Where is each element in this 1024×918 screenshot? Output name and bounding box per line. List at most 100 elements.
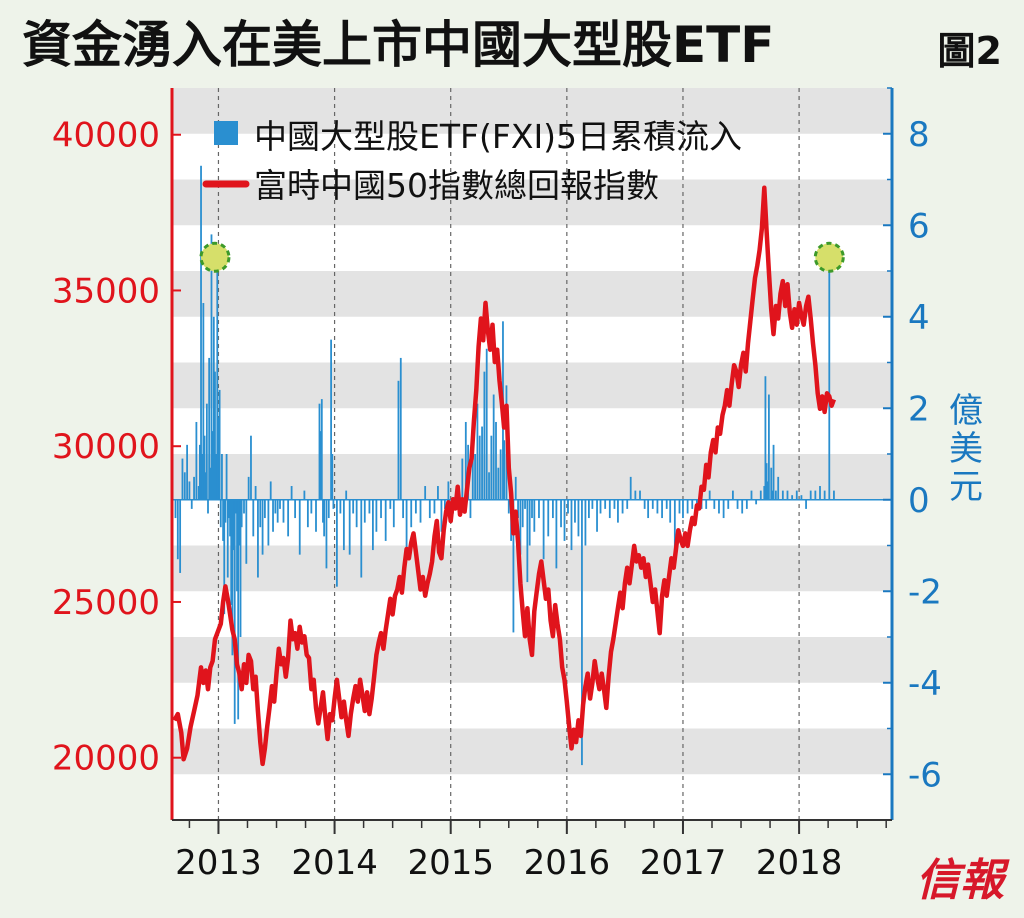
flow-bar [588,499,590,519]
stripe-band [172,454,892,500]
right-tick-label: 4 [908,298,930,338]
flow-bar [336,499,338,587]
flow-bar [507,499,510,514]
flow-bar [464,421,467,500]
stripe-band [172,362,892,409]
flow-bar [777,476,780,500]
flow-bar [497,467,500,500]
highlight-marker [199,241,231,273]
flow-bar [294,499,296,519]
flow-bar [574,499,576,523]
flow-bar [228,499,230,519]
flow-bar [718,499,720,514]
flow-bar [315,499,317,532]
flow-bar [437,486,439,500]
flow-bar [492,394,495,500]
flow-bar [254,486,257,500]
flow-bar [791,495,794,500]
flow-bar [223,499,226,615]
flow-bar [552,499,554,519]
flow-bar [444,499,446,509]
flow-bar [772,444,775,500]
flow-bar [211,431,214,500]
right-tick-label: 6 [908,206,930,246]
flow-bar [581,499,583,766]
flow-bar [483,371,486,500]
right-tick-label: 2 [908,389,930,429]
flow-bar [414,499,417,514]
flow-bar [570,499,573,551]
flow-bar [209,467,212,500]
flow-bar [469,499,472,519]
flow-bar [195,421,198,500]
flow-bar [765,463,768,500]
flow-bar [722,499,725,519]
flow-bar [348,499,351,555]
legend-label-index: 富時中國50指數總回報指數 [254,166,659,205]
stripe-band [172,545,892,592]
flow-bar [447,481,450,500]
flow-bar [174,499,177,519]
flow-bar [231,499,234,656]
flow-bar [629,476,632,500]
flow-bar [410,499,413,528]
flow-bar [405,499,408,551]
flow-bar [461,458,464,500]
left-tick-label: 30000 [52,427,160,467]
flow-bar [682,499,684,519]
flow-bar [424,486,427,500]
flow-bar [763,486,766,500]
highlight-marker [813,241,845,273]
flow-bar [819,486,821,500]
flow-bar [490,435,493,500]
right-axis: 8 6 4 2 0 -2 -4 -6 [883,87,942,821]
flow-bar [613,499,616,509]
flow-bar [214,371,216,500]
flow-bar [755,499,758,505]
flow-bar [639,490,641,500]
legend-label-etf: 中國大型股ETF(FXI)5日累積流入 [254,117,742,156]
x-tick-label: 2017 [640,843,727,883]
flow-bar [673,499,676,555]
flow-bar [560,499,562,528]
flow-bar [503,440,506,500]
flow-bar [240,499,243,528]
flow-bar [247,476,250,500]
flow-bar [190,499,193,509]
flow-bar [310,499,313,514]
flow-bar [355,499,358,528]
highlight-markers [199,241,845,273]
flow-bar [538,499,540,519]
flow-bar [774,490,777,500]
flow-bar [488,472,490,500]
flow-bar [399,357,402,500]
chart-title: 資金湧入在美上市中國大型股ETF [22,16,774,74]
stripe-band [172,179,892,226]
flow-bar [360,499,363,578]
flow-bar [287,499,290,537]
flow-bar [786,490,789,500]
index-line [172,185,837,767]
flow-bar [250,435,252,500]
flow-bar [823,490,826,500]
flow-bar [795,490,798,500]
flow-bar [236,499,238,592]
flow-bar [555,499,558,569]
flow-bar [221,454,223,500]
flow-bar [197,486,200,500]
flow-bar [433,499,436,514]
flow-bar [233,499,236,724]
flow-bar [604,499,607,509]
flow-bar [745,499,748,509]
flow-bar [215,454,218,500]
flow-bar [384,499,387,541]
flow-bar [608,499,611,519]
x-tick-label: 2014 [291,843,378,883]
flow-bar [330,339,332,500]
flow-bar [732,490,734,500]
flow-bar [634,490,637,500]
flow-bar [183,472,186,500]
flow-bar [766,481,769,500]
flow-bar [665,499,668,509]
flow-bar [201,454,204,500]
